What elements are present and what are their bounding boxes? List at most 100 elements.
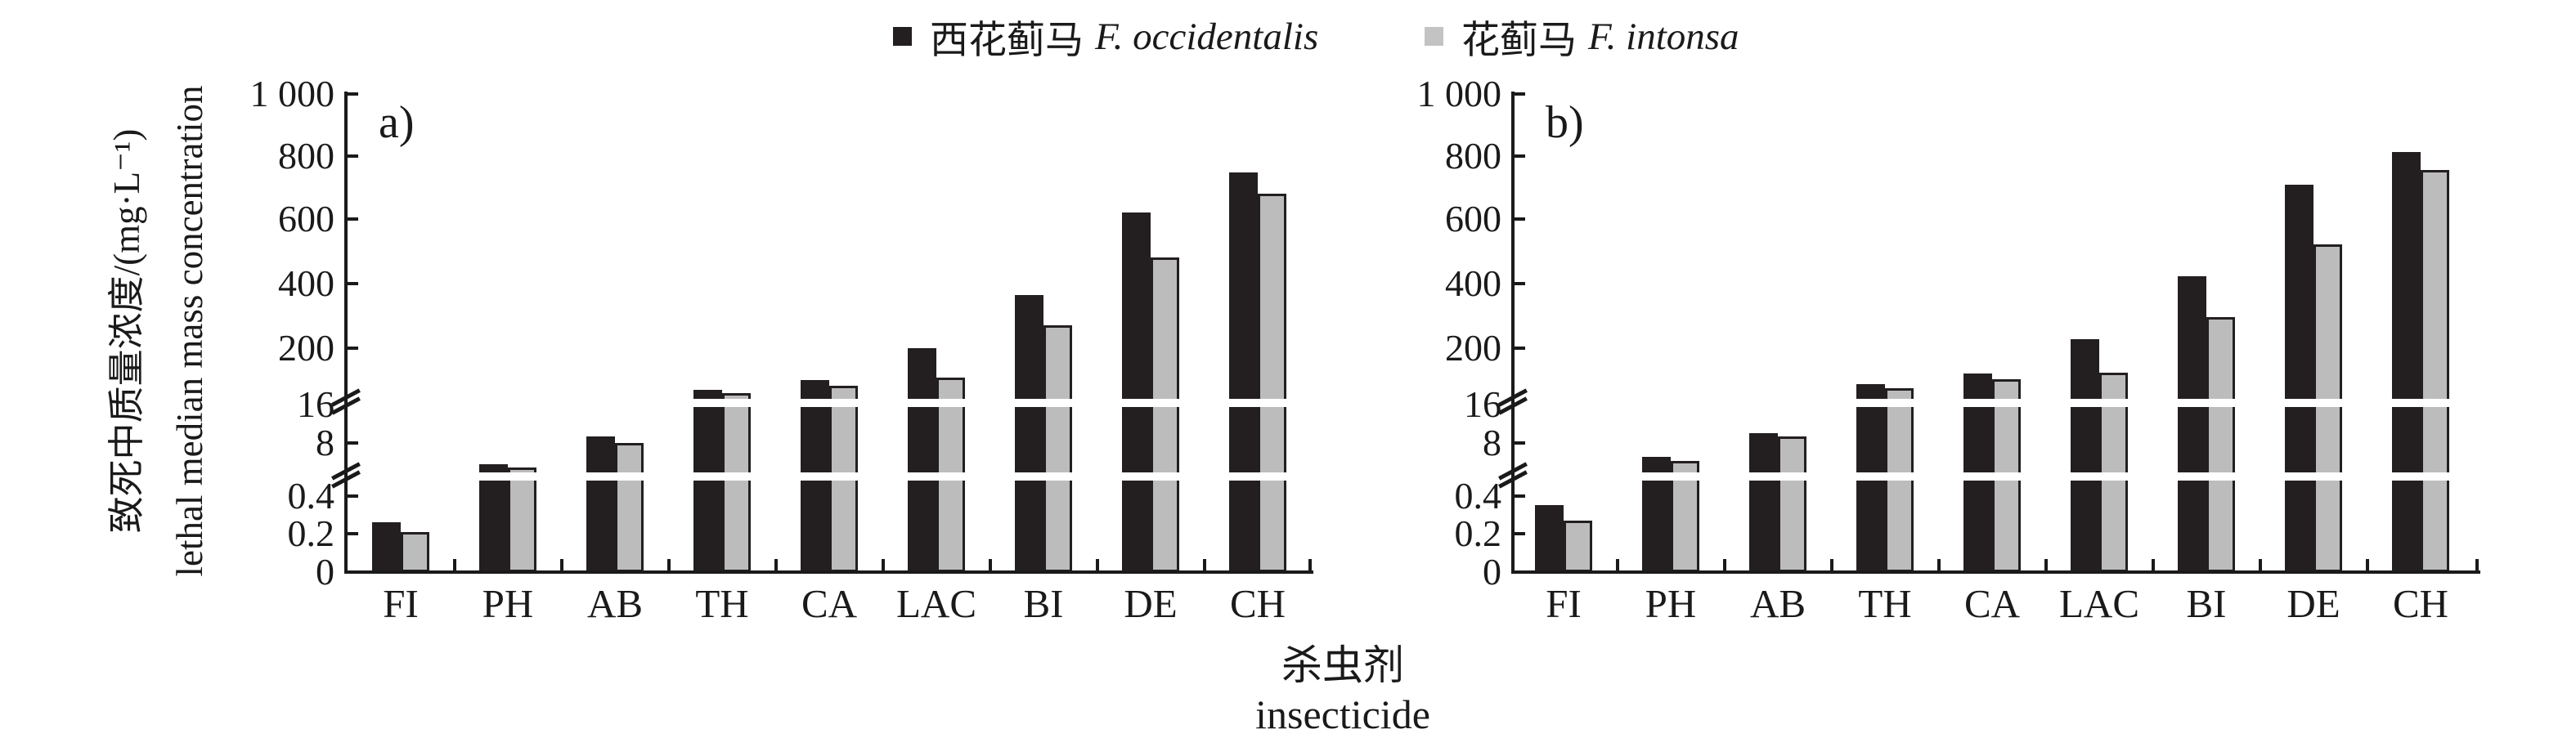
x-tick [988,559,992,570]
y-tick [348,532,358,535]
y-tick [348,154,358,158]
category-label-TH: TH [1858,581,1912,626]
axis-break-band [348,399,1312,407]
y-tick-label: 400 [278,262,334,304]
legend-label-occidentalis-cn: 西花蓟马 [930,20,1084,62]
category-label-PH: PH [482,581,534,626]
bar-intonsa-AB [615,443,644,572]
bar-occidentalis-FI [372,522,401,572]
bar-intonsa-AB [1778,436,1806,572]
y-tick-label: 400 [1445,262,1501,304]
bar-occidentalis-FI [1535,505,1564,572]
y-tick-label: 0.4 [1454,475,1502,517]
y-tick-label: 600 [278,198,334,239]
category-label-DE: DE [1124,581,1178,626]
axis-break-band [348,472,1312,481]
legend-swatch-intonsa [1425,27,1443,46]
category-label-AB: AB [586,581,644,626]
bar-occidentalis-DE [2285,185,2313,572]
y-tick [1515,347,1525,350]
x-axis-title-english: insecticide [1255,691,1430,737]
category-label-LAC: LAC [2059,581,2139,626]
y-tick-label: 0.2 [287,512,335,554]
y-tick-label: 8 [316,422,334,463]
y-tick [1515,92,1525,96]
category-label-TH: TH [695,581,749,626]
bar-occidentalis-AB [1749,433,1778,572]
category-label-BI: BI [2186,581,2227,626]
legend-label-intonsa-latin: F. intonsa [1588,15,1739,58]
bar-occidentalis-BI [2178,276,2206,572]
category-label-CH: CH [1229,581,1286,626]
bar-occidentalis-LAC [2071,339,2099,572]
legend-swatch-occidentalis [893,27,912,46]
bar-occidentalis-CH [1229,172,1258,572]
x-tick [559,559,563,570]
y-tick-label: 16 [1464,383,1501,425]
bar-occidentalis-PH [479,464,508,572]
y-tick [348,92,358,96]
x-tick [1615,559,1619,570]
x-tick [666,559,671,570]
y-tick-label: 16 [297,383,334,425]
bar-occidentalis-BI [1015,295,1043,572]
y-tick [348,494,358,498]
axis-break-band [1515,399,2479,407]
bar-intonsa-FI [401,532,429,572]
bar-occidentalis-DE [1122,212,1151,572]
bar-occidentalis-CH [2392,152,2421,572]
y-axis-line [1511,92,1515,574]
y-tick-label: 0.2 [1454,512,1502,554]
x-tick [1095,559,1099,570]
y-tick [348,347,358,350]
y-tick [348,441,358,445]
x-tick [1936,559,1941,570]
y-tick-label: 1 000 [249,73,335,114]
x-tick [1722,559,1726,570]
x-axis-line [344,570,1313,574]
x-tick [2151,559,2155,570]
x-axis-title-chinese: 杀虫剂 [1281,642,1404,688]
y-tick-label: 800 [1445,135,1501,177]
y-tick-label: 600 [1445,198,1501,239]
y-tick [1515,532,1525,535]
category-label-PH: PH [1645,581,1697,626]
x-tick [1829,559,1833,570]
y-tick [1515,494,1525,498]
bar-intonsa-PH [508,467,536,572]
y-tick-label: 200 [278,327,334,369]
x-tick [2365,559,2369,570]
panel-label: a) [379,97,415,148]
category-label-AB: AB [1749,581,1806,626]
legend-entry-occidentalis: 西花蓟马 F. occidentalis [893,8,1318,65]
y-tick-label: 8 [1483,422,1501,463]
y-tick [348,217,358,221]
y-tick-label: 800 [278,135,334,177]
x-tick [1202,559,1206,570]
x-tick [2475,559,2479,570]
bar-intonsa-TH [722,393,751,572]
y-tick-label: 1 000 [1416,73,1502,114]
y-tick [1515,217,1525,221]
x-tick [452,559,456,570]
category-label-FI: FI [1546,581,1582,626]
y-tick [348,282,358,285]
x-axis-line [1511,570,2480,574]
y-axis-line [344,92,348,574]
x-tick [1308,559,1312,570]
panel-label: b) [1546,97,1584,148]
bar-intonsa-BI [2206,317,2235,572]
bar-occidentalis-AB [586,436,615,572]
x-tick [2044,559,2048,570]
bar-intonsa-CH [1258,194,1286,572]
bar-intonsa-CH [2421,170,2449,572]
category-label-CA: CA [1963,581,2021,626]
y-tick-label: 0 [316,551,334,593]
y-tick-label: 0 [1483,551,1501,593]
y-tick [1515,282,1525,285]
legend-entry-intonsa: 花蓟马 F. intonsa [1425,8,1739,65]
category-label-FI: FI [383,581,419,626]
category-label-CA: CA [801,581,858,626]
y-tick [1515,154,1525,158]
